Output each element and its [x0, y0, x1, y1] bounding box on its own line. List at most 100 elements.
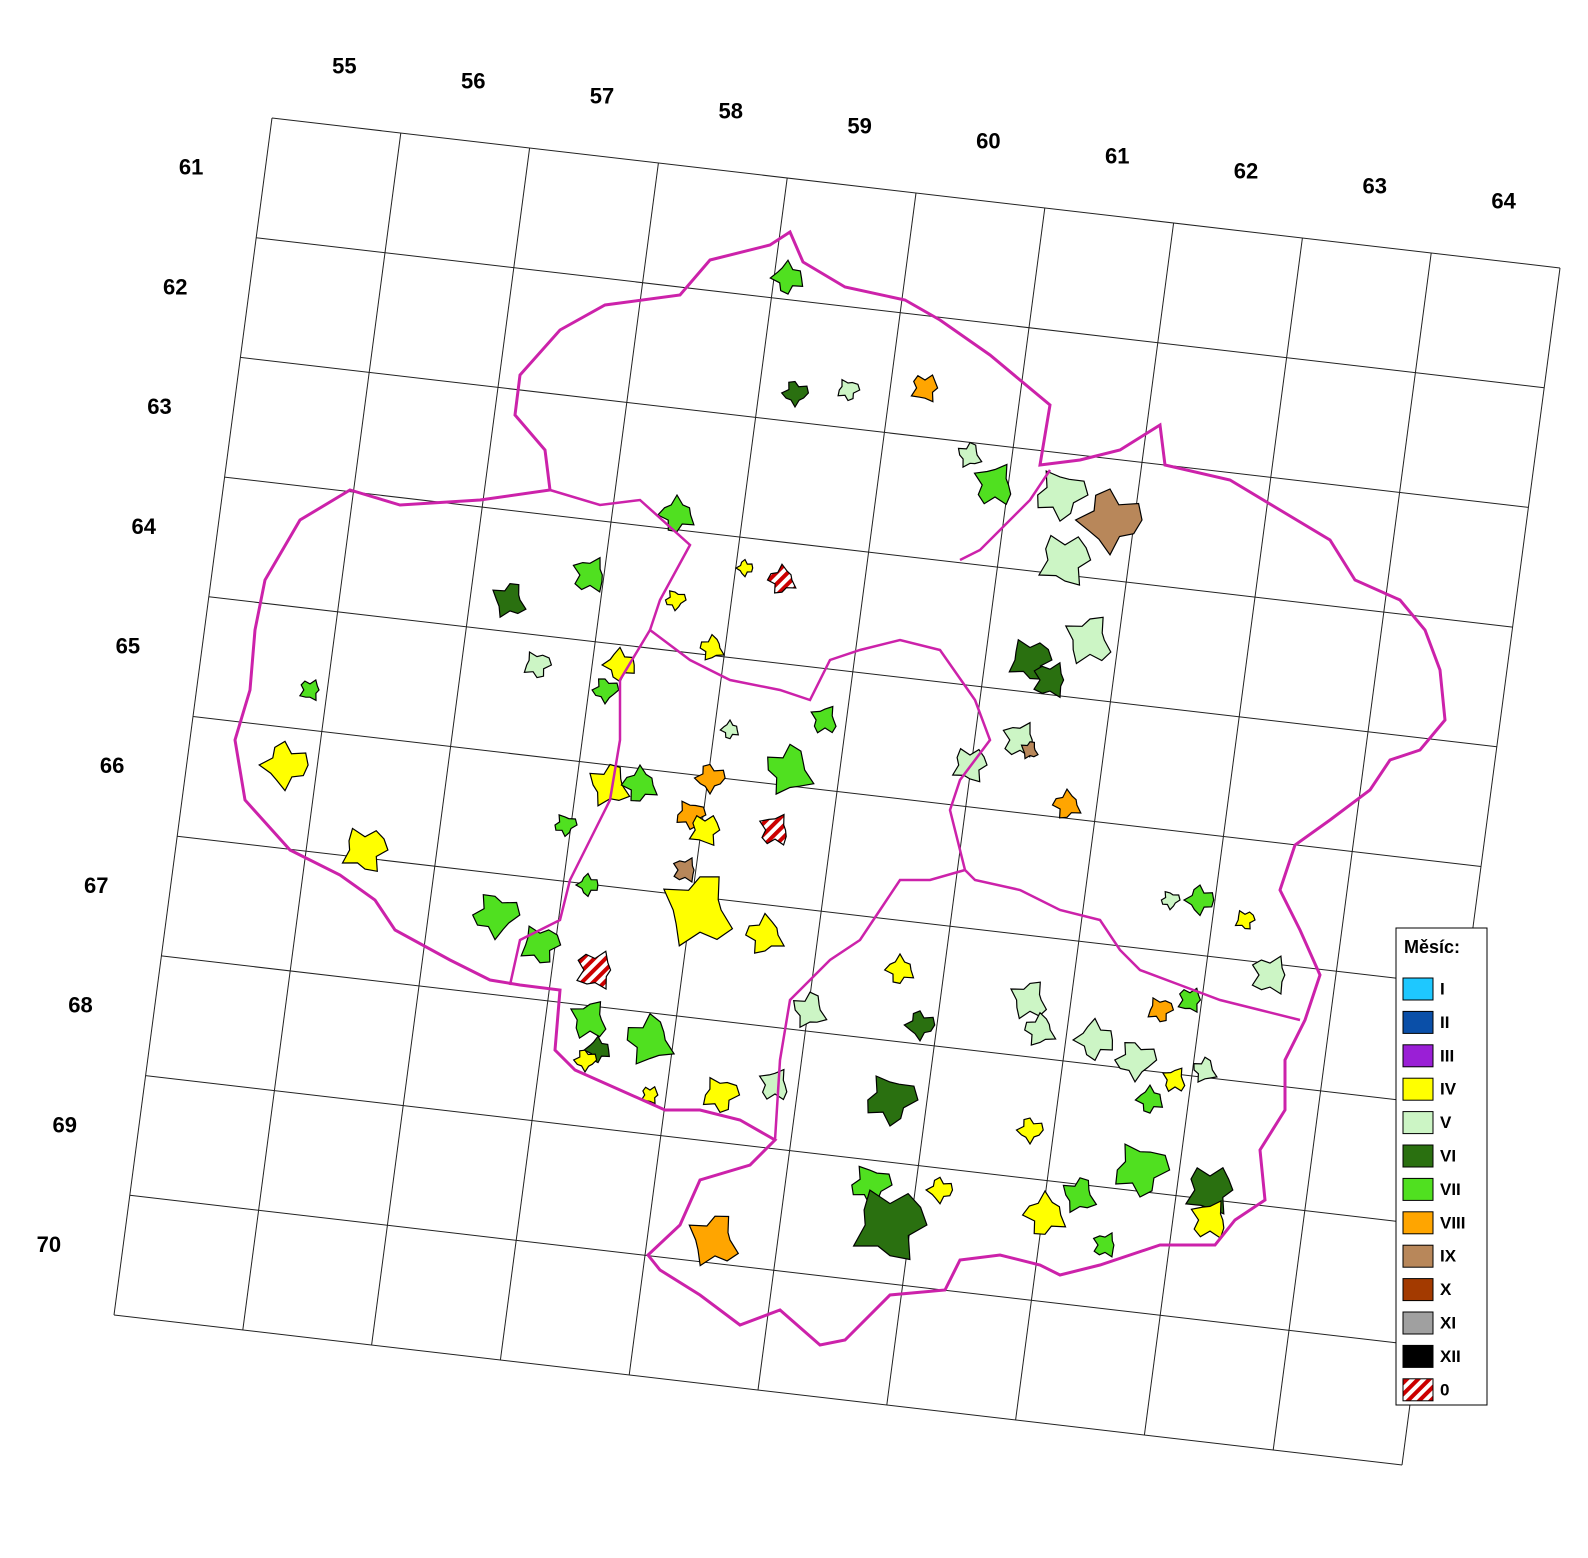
row-label: 64: [131, 514, 156, 539]
occurrence-area: [693, 763, 726, 796]
legend-swatch: [1402, 1211, 1434, 1235]
legend-swatch: [1402, 1111, 1434, 1135]
legend-swatch: [1402, 1278, 1434, 1302]
legend-label: VIII: [1440, 1213, 1466, 1232]
legend-swatch: [1402, 1177, 1434, 1201]
occurrence-area: [298, 679, 320, 702]
legend-label: XI: [1440, 1313, 1456, 1332]
occurrence-area: [957, 441, 983, 469]
occurrence-area: [492, 582, 527, 619]
occurrence-area: [702, 1076, 741, 1114]
grid-line: [161, 955, 1450, 1107]
row-label: 67: [84, 873, 108, 898]
column-label: 64: [1491, 188, 1516, 213]
occurrence-area: [719, 718, 740, 740]
occurrence-area: [640, 1085, 659, 1105]
legend-swatch: [1402, 1010, 1434, 1034]
grid-line: [177, 835, 1466, 987]
occurrence-area: [688, 1215, 740, 1267]
occurrence-area: [1182, 884, 1215, 917]
occurrence-area: [569, 1001, 607, 1040]
occurrence-area: [1064, 616, 1112, 665]
occurrence-area: [554, 814, 578, 838]
occurrence-area: [1033, 661, 1065, 699]
occurrence-area: [572, 556, 603, 593]
occurrence-area: [1160, 890, 1181, 911]
grid-line: [224, 476, 1513, 628]
grid-line: [145, 1075, 1434, 1227]
grid: [113, 117, 1561, 1466]
occurrence-area: [1134, 1083, 1164, 1114]
occurrence-area: [576, 950, 612, 991]
legend-label: 0: [1440, 1380, 1449, 1399]
legend-swatch: [1402, 1244, 1434, 1268]
occurrence-area: [734, 558, 754, 578]
occurrence-area: [572, 1049, 598, 1074]
column-label: 58: [719, 98, 743, 123]
legend-label: IV: [1440, 1080, 1457, 1099]
occurrence-area: [1161, 1067, 1186, 1093]
column-label: 56: [461, 68, 485, 93]
legend-label: I: [1440, 979, 1445, 998]
occurrence-area: [758, 813, 787, 846]
occurrence-area: [973, 463, 1012, 506]
occurrence-area: [1015, 1117, 1044, 1146]
grid-line: [113, 1314, 1403, 1466]
district-borders: [508, 469, 1301, 1141]
occurrence-area: [867, 1075, 919, 1127]
column-label: 61: [1105, 143, 1129, 168]
occurrence-area: [837, 378, 861, 402]
occurrence-area: [852, 1189, 928, 1261]
occurrence-area: [903, 1010, 936, 1043]
grid-line: [240, 356, 1529, 508]
occurrence-area: [1020, 741, 1039, 760]
column-label: 57: [590, 83, 614, 108]
occurrence-area: [699, 633, 726, 661]
grid-line: [271, 117, 1561, 269]
row-label: 65: [116, 633, 140, 658]
legend-label: IX: [1440, 1247, 1457, 1266]
occurrence-area: [1177, 987, 1202, 1014]
occurrence-area: [924, 1176, 954, 1205]
occurrence-area: [910, 374, 939, 403]
grid-line: [256, 237, 1545, 389]
occurrence-area: [471, 894, 521, 941]
row-label: 62: [163, 274, 187, 299]
occurrence-area: [1062, 1177, 1098, 1214]
legend-label: VII: [1440, 1180, 1461, 1199]
occurrence-area: [589, 763, 631, 807]
occurrence-area: [626, 1012, 676, 1065]
occurrence-area: [766, 563, 797, 594]
column-label: 55: [332, 53, 356, 78]
occurrence-area: [769, 259, 804, 295]
occurrence-area: [1190, 1200, 1225, 1240]
legend-title: Měsíc:: [1404, 937, 1460, 957]
occurrence-area: [1234, 909, 1256, 930]
row-label: 69: [52, 1112, 76, 1137]
legend-swatch: [1402, 977, 1434, 1001]
occurrence-area: [767, 743, 815, 796]
occurrence-area: [758, 1068, 788, 1101]
occurrence-area: [1251, 955, 1286, 996]
occurrence-area: [620, 763, 659, 802]
column-label: 60: [976, 128, 1000, 153]
occurrence-area: [1092, 1231, 1115, 1258]
legend-label: II: [1440, 1013, 1449, 1032]
occurrence-area: [1037, 470, 1089, 523]
legend-label: XII: [1440, 1347, 1461, 1366]
occurrence-area: [792, 991, 828, 1029]
row-label: 63: [147, 394, 171, 419]
grid-line: [129, 1194, 1418, 1346]
legend-swatch: [1402, 1077, 1434, 1101]
legend-swatch: [1402, 1311, 1434, 1335]
occurrence-area: [664, 590, 687, 612]
occurrence-area: [523, 650, 553, 679]
grid-line: [192, 716, 1482, 867]
region-outline: [233, 229, 1447, 1347]
occurrence-area: [591, 678, 620, 706]
occurrence-area: [1051, 787, 1082, 819]
legend-label: III: [1440, 1046, 1454, 1065]
occurrence-area: [688, 814, 721, 847]
legend-swatch: [1402, 1344, 1434, 1368]
